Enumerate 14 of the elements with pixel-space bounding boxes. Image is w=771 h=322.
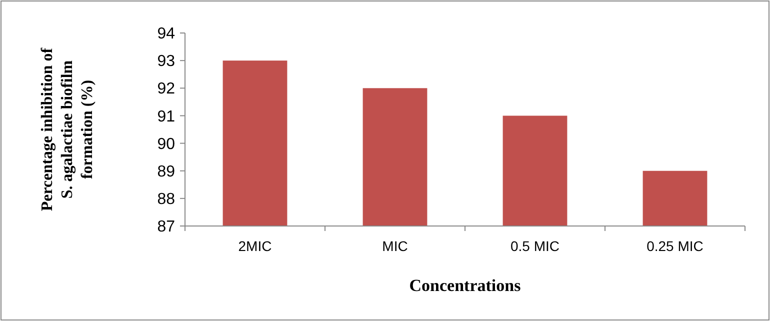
y-tick-label: 89: [157, 163, 176, 180]
x-tick-label: 2MIC: [238, 238, 272, 254]
x-tick-label: MIC: [382, 238, 408, 254]
x-tick-label: 0.5 MIC: [510, 238, 560, 254]
x-tick-label: 0.25 MIC: [646, 238, 704, 254]
y-tick-label: 91: [157, 108, 176, 126]
y-tick-label: 90: [157, 136, 176, 153]
y-tick-label: 88: [157, 191, 176, 208]
y-axis-title: Percentage inhibition of S. agalactiae biofilm formation (%): [39, 47, 96, 212]
x-axis-title: Concentrations: [409, 276, 522, 295]
y-tick-label: 92: [157, 80, 176, 98]
y-tick-label: 93: [157, 53, 176, 70]
y-tick-label: 94: [157, 26, 176, 43]
y-tick-label: 87: [157, 218, 176, 236]
